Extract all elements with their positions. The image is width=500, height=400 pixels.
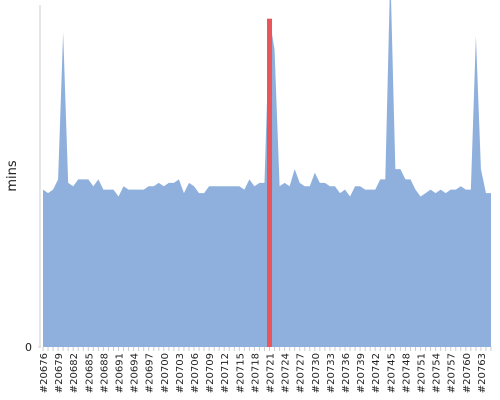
x-tick-label: #20745 (386, 353, 397, 393)
x-tick-label: #20751 (417, 353, 428, 393)
highlighted-build (267, 18, 273, 347)
x-tick-label: #20724 (281, 353, 292, 393)
x-tick-label: #20697 (145, 353, 156, 393)
x-tick-label: #20706 (190, 353, 201, 393)
x-tick-label: #20682 (69, 353, 80, 393)
x-tick-label: #20763 (477, 353, 488, 393)
x-tick-label: #20679 (54, 353, 65, 393)
plot-area (43, 0, 491, 347)
x-tick-label: #20685 (84, 353, 95, 393)
x-tick-label: #20727 (296, 353, 307, 393)
x-tick-label: #20718 (250, 353, 261, 393)
x-tick-label: #20709 (205, 353, 216, 393)
x-tick-label: #20712 (220, 353, 231, 393)
x-tick-label: #20703 (175, 353, 186, 393)
x-tick-label: #20688 (99, 353, 110, 393)
x-tick-label: #20730 (311, 353, 322, 393)
y-axis-label: mins (5, 160, 20, 192)
x-tick-label: #20721 (266, 353, 277, 393)
x-tick-label: #20742 (371, 353, 382, 393)
x-tick-label: #20676 (39, 353, 50, 393)
x-tick-label: #20691 (115, 353, 126, 393)
x-tick-label: #20757 (447, 353, 458, 393)
area (43, 0, 491, 347)
x-tick-label: #20736 (341, 353, 352, 393)
x-tick-label: #20700 (160, 353, 171, 393)
x-tick-label: #20748 (401, 353, 412, 393)
y-tick-label: 0 (25, 341, 32, 354)
x-tick-label: #20754 (432, 353, 443, 393)
x-tick-label: #20760 (462, 353, 473, 393)
x-tick-label: #20715 (235, 353, 246, 393)
x-tick-label: #20733 (326, 353, 337, 393)
x-tick-label: #20739 (356, 353, 367, 393)
x-tick-label: #20694 (130, 353, 141, 393)
